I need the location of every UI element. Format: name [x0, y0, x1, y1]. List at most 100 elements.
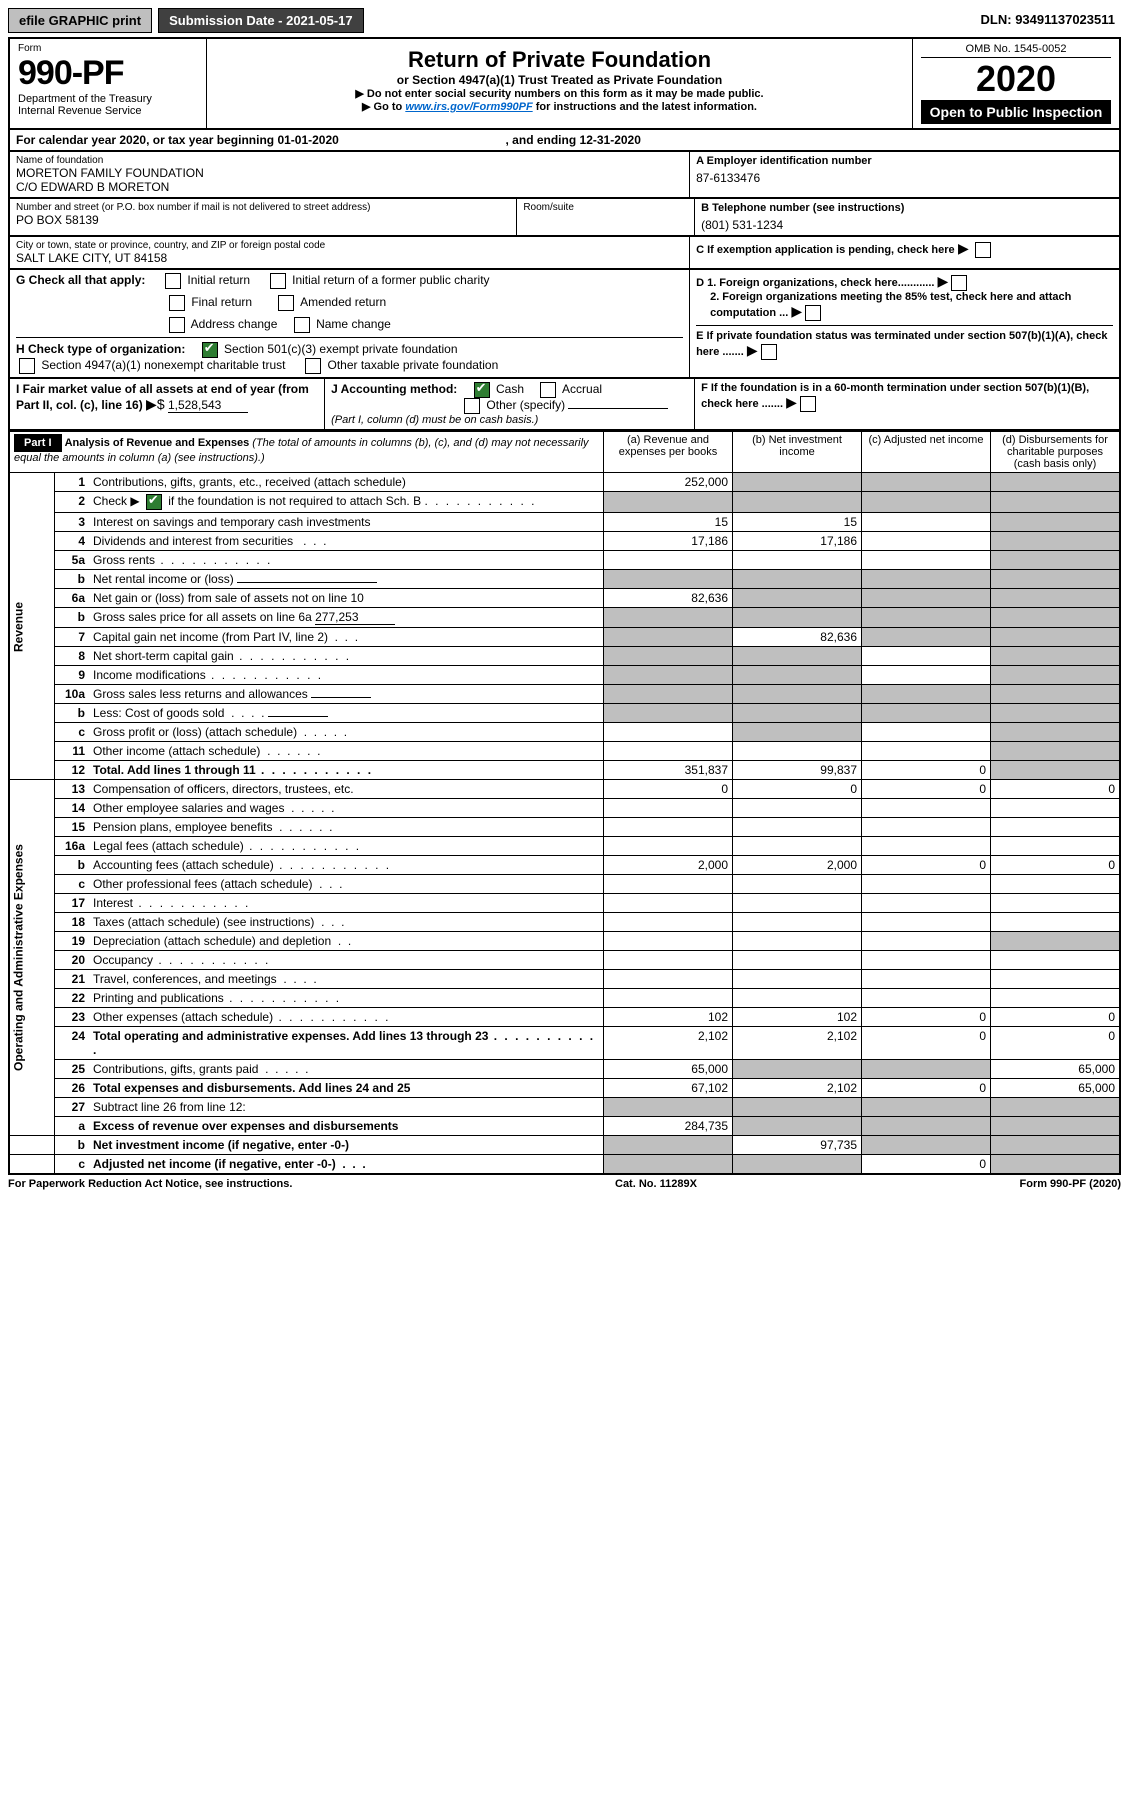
line-13-num: 13: [55, 780, 90, 799]
table-row: 3 Interest on savings and temporary cash…: [9, 513, 1120, 532]
e-checkbox[interactable]: [761, 344, 777, 360]
addr-value: PO BOX 58139: [16, 213, 510, 227]
i-value: 1,528,543: [168, 398, 248, 413]
footer-right: Form 990-PF (2020): [1020, 1178, 1121, 1190]
line-6b-desc: Gross sales price for all assets on line…: [93, 610, 312, 624]
line-27c-num: c: [55, 1155, 90, 1175]
line-16b-c: 0: [862, 856, 991, 875]
table-row: 6a Net gain or (loss) from sale of asset…: [9, 589, 1120, 608]
line-10b-num: b: [55, 704, 90, 723]
line-12-desc: Total. Add lines 1 through 11: [93, 763, 256, 777]
line-7-b: 82,636: [733, 628, 862, 647]
other-taxable-checkbox[interactable]: [305, 358, 321, 374]
g6: Name change: [316, 317, 391, 331]
accrual-checkbox[interactable]: [540, 382, 556, 398]
city-value: SALT LAKE CITY, UT 84158: [16, 251, 683, 265]
table-row: 21 Travel, conferences, and meetings . .…: [9, 970, 1120, 989]
line-11-desc: Other income (attach schedule): [93, 744, 260, 758]
form-label: Form: [18, 43, 198, 54]
table-row: 9 Income modifications: [9, 666, 1120, 685]
header-left: Form 990-PF Department of the Treasury I…: [10, 39, 207, 128]
address-change-checkbox[interactable]: [169, 317, 185, 333]
line-5a-num: 5a: [55, 551, 90, 570]
line-18-desc: Taxes (attach schedule) (see instruction…: [93, 915, 314, 929]
line-3-num: 3: [55, 513, 90, 532]
d2-text: 2. Foreign organizations meeting the 85%…: [710, 291, 1071, 319]
entity-row-3: City or town, state or province, country…: [8, 237, 1121, 270]
line-24-c: 0: [862, 1027, 991, 1060]
table-row: Revenue 1 Contributions, gifts, grants, …: [9, 473, 1120, 492]
line-27b-b: 97,735: [733, 1136, 862, 1155]
line-4-num: 4: [55, 532, 90, 551]
c-checkbox[interactable]: [975, 242, 991, 258]
d2-checkbox[interactable]: [805, 305, 821, 321]
line-23-desc: Other expenses (attach schedule): [93, 1010, 273, 1024]
other-method-checkbox[interactable]: [464, 398, 480, 414]
f-text: F If the foundation is in a 60-month ter…: [701, 382, 1089, 410]
j-label: J Accounting method:: [331, 382, 457, 396]
schb-checkbox[interactable]: [146, 494, 162, 510]
amended-return-checkbox[interactable]: [278, 295, 294, 311]
line-19-desc: Depreciation (attach schedule) and deple…: [93, 934, 331, 948]
line-26-a: 67,102: [604, 1079, 733, 1098]
line-9-desc: Income modifications: [93, 668, 206, 682]
line-27c-c: 0: [862, 1155, 991, 1175]
line-27a-a: 284,735: [604, 1117, 733, 1136]
line-9-num: 9: [55, 666, 90, 685]
line-16b-desc: Accounting fees (attach schedule): [93, 858, 274, 872]
line-27-desc: Subtract line 26 from line 12:: [89, 1098, 604, 1117]
table-row: a Excess of revenue over expenses and di…: [9, 1117, 1120, 1136]
line-18-num: 18: [55, 913, 90, 932]
form-instructions-link[interactable]: www.irs.gov/Form990PF: [405, 101, 532, 113]
cash-checkbox[interactable]: [474, 382, 490, 398]
line-16a-num: 16a: [55, 837, 90, 856]
line-19-num: 19: [55, 932, 90, 951]
d1-checkbox[interactable]: [951, 275, 967, 291]
ein-value: 87-6133476: [696, 171, 1113, 185]
line-26-c: 0: [862, 1079, 991, 1098]
table-row: b Gross sales price for all assets on li…: [9, 608, 1120, 628]
table-row: c Adjusted net income (if negative, ente…: [9, 1155, 1120, 1175]
line-6a-a: 82,636: [604, 589, 733, 608]
line-26-b: 2,102: [733, 1079, 862, 1098]
4947-checkbox[interactable]: [19, 358, 35, 374]
col-a-header: (a) Revenue and expenses per books: [604, 432, 733, 473]
i-j-row: I Fair market value of all assets at end…: [8, 379, 1121, 431]
line-3-a: 15: [604, 513, 733, 532]
efile-print-button[interactable]: efile GRAPHIC print: [8, 8, 152, 33]
name-change-checkbox[interactable]: [294, 317, 310, 333]
j2: Accrual: [562, 382, 602, 396]
foundation-co: C/O EDWARD B MORETON: [16, 180, 683, 194]
line-16a-desc: Legal fees (attach schedule): [93, 839, 244, 853]
line-5a-desc: Gross rents: [93, 553, 155, 567]
c-label: C If exemption application is pending, c…: [696, 244, 955, 256]
addr-label: Number and street (or P.O. box number if…: [16, 202, 510, 213]
f-checkbox[interactable]: [800, 396, 816, 412]
j1: Cash: [496, 382, 524, 396]
table-row: 4 Dividends and interest from securities…: [9, 532, 1120, 551]
line-17-num: 17: [55, 894, 90, 913]
table-row: b Net rental income or (loss): [9, 570, 1120, 589]
line-10a-desc: Gross sales less returns and allowances: [93, 687, 308, 701]
initial-former-checkbox[interactable]: [270, 273, 286, 289]
line-26-d: 65,000: [991, 1079, 1121, 1098]
table-row: 2 Check ▶ if the foundation is not requi…: [9, 492, 1120, 513]
form-number: 990-PF: [18, 54, 198, 93]
line-8-desc: Net short-term capital gain: [93, 649, 234, 663]
room-label: Room/suite: [523, 202, 688, 213]
line-2-pre: Check ▶: [93, 494, 143, 508]
line-25-num: 25: [55, 1060, 90, 1079]
footer-mid: Cat. No. 11289X: [615, 1178, 697, 1190]
line-10c-num: c: [55, 723, 90, 742]
line-6b-val: 277,253: [315, 610, 395, 625]
line-12-b: 99,837: [733, 761, 862, 780]
initial-return-checkbox[interactable]: [165, 273, 181, 289]
line-16b-b: 2,000: [733, 856, 862, 875]
g1: Initial return: [187, 273, 250, 287]
final-return-checkbox[interactable]: [169, 295, 185, 311]
g5: Address change: [191, 317, 278, 331]
submission-date-button[interactable]: Submission Date - 2021-05-17: [158, 8, 364, 33]
line-23-d: 0: [991, 1008, 1121, 1027]
entity-row-2: Number and street (or P.O. box number if…: [8, 199, 1121, 237]
501c3-checkbox[interactable]: [202, 342, 218, 358]
